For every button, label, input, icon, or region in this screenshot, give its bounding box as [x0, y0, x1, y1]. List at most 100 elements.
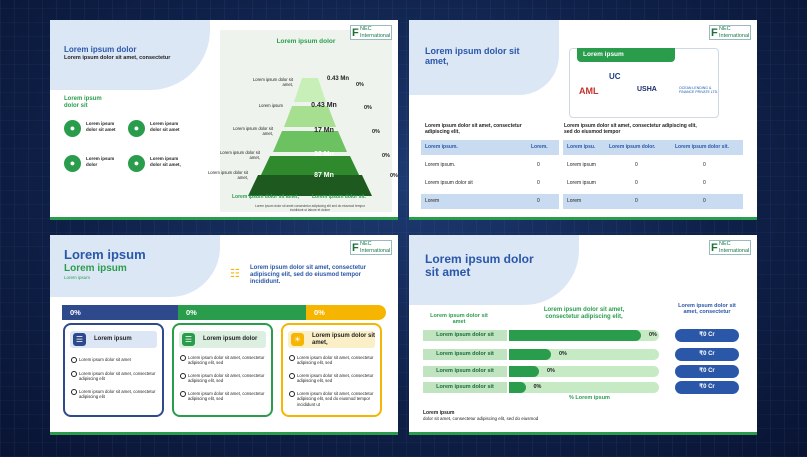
uc-logo: UC — [609, 72, 621, 81]
bullet-item: Lorem ipsum dolor sit amet, consectetur … — [71, 389, 161, 400]
column-header: Lorem ipsum dolor sit amet — [430, 313, 488, 325]
card-header: Lorem ipsum — [70, 331, 157, 348]
footer-bar — [409, 217, 757, 220]
pyramid-foot-left: Lorem ipsum dolor sit amet, — [232, 194, 299, 200]
card-header: Lorem ipsum dolor — [179, 331, 266, 348]
table-row: Lorem ipsum. 0 — [425, 162, 540, 168]
bar-label: Lorem ipsum dolor sit — [423, 330, 507, 341]
logos-title: Lorem ipsum — [577, 48, 675, 62]
footer-bar — [50, 432, 398, 435]
bar-fill — [509, 382, 526, 393]
bullet-item: Lorem ipsum dolor sit amet, consectetur … — [180, 391, 270, 402]
pyramid-label: Lorem ipsum dolor sit amet, — [252, 77, 293, 87]
ocean-logo: OCEAN LENDING & FINANCE PRIVATE LTD. — [679, 86, 719, 94]
info-card: Lorem ipsum dolor sit amet, ☀ Lorem ipsu… — [281, 323, 382, 417]
pyramid-percent: 0% — [390, 173, 398, 179]
segment-bar: 0% — [306, 305, 386, 320]
pyramid-percent: 0% — [356, 82, 364, 88]
pyramid-label: Lorem ipsum — [258, 103, 283, 108]
segment-bar: 0% — [62, 305, 178, 320]
slide-title: Lorem ipsum — [64, 247, 146, 262]
bar-label: Lorem ipsum dolor sit — [423, 349, 507, 360]
card-header: Lorem ipsum dolor sit amet, — [288, 331, 375, 348]
value-pill: ₹0 Cr — [675, 381, 739, 394]
slide-thumbnail-2[interactable]: Lorem ipsum dolor sit amet, Lorem ipsum … — [409, 20, 757, 220]
network-icon: ☷ — [230, 268, 240, 280]
pyramid-value: 32 Mn — [314, 151, 334, 158]
bar-label: Lorem ipsum dolor sit — [423, 382, 507, 393]
column-header: Lorem ipsum dolor sit amet, consectetur — [678, 303, 736, 315]
bar-track — [509, 330, 659, 341]
brand-logo: F NEC International — [350, 240, 392, 255]
team-icon: ● — [64, 120, 81, 137]
bar-row: Lorem ipsum dolor sit 0% ₹0 Cr — [423, 365, 739, 378]
pyramid-percent: 0% — [364, 105, 372, 111]
bullet-item: Lorem ipsum dolor sit amet — [71, 357, 161, 364]
slide-small-text: Lorem ipsum — [64, 275, 91, 280]
bar-row: Lorem ipsum dolor sit 0% ₹0 Cr — [423, 329, 739, 342]
pyramid-value: 87 Mn — [314, 172, 334, 179]
bar-percent: 0% — [649, 332, 657, 338]
segment-bar: 0% — [178, 305, 306, 320]
usha-logo: USHA — [637, 86, 657, 93]
brand-logo: F NEC International — [350, 25, 392, 40]
footnote-title: Lorem ipsum — [423, 410, 455, 416]
bar-fill — [509, 366, 539, 377]
slide-title: Lorem ipsum dolor sit amet — [425, 252, 534, 279]
section-title: Lorem ipsum dolor sit — [64, 96, 102, 109]
bullet-item: Lorem ipsum dolor sit amet, consectetur … — [289, 391, 379, 407]
header-shape — [409, 20, 559, 95]
table-row: Lorem ipsum dolor sit 0 — [425, 180, 540, 186]
bullet-item: Lorem ipsum dolor sit amet, consectetur … — [289, 355, 379, 366]
bar-label: Lorem ipsum dolor sit — [423, 366, 507, 377]
bullet-item: Lorem ipsum dolor sit amet, consectetur … — [71, 371, 161, 382]
slide-thumbnail-3[interactable]: Lorem ipsum Lorem ipsum Lorem ipsum ☷ Lo… — [50, 235, 398, 435]
bar-fill — [509, 330, 641, 341]
header-shape — [50, 235, 220, 297]
pyramid-label: Lorem ipsum dolor sit amet, — [232, 126, 273, 136]
axis-caption: % Lorem ipsum — [569, 395, 610, 401]
item-label: Lorem ipsum dolor sit amet — [86, 121, 116, 132]
slide-thumbnail-1[interactable]: Lorem ipsum dolor Lorem ipsum dolor sit … — [50, 20, 398, 220]
right-caption: Lorem ipsum dolor sit amet, consectetur … — [564, 123, 697, 135]
pyramid-percent: 0% — [372, 129, 380, 135]
pyramid-label: Lorem ipsum dolor sit amet, — [219, 150, 260, 160]
bar-percent: 0% — [547, 368, 555, 374]
lightbulb-icon: ☀ — [291, 333, 304, 346]
item-label: Lorem ipsum dolor sit amet — [150, 121, 180, 132]
pyramid-label: Lorem ipsum dolor sit amet, — [207, 170, 248, 180]
pyramid-note: Lorem ipsum dolor sit amet consectetur a… — [254, 204, 366, 212]
brand-logo: F NEC International — [709, 240, 751, 255]
pyramid-value: 0.43 Mn — [326, 76, 349, 82]
item-label: Lorem ipsum dolor — [86, 156, 115, 167]
pyramid-foot-right: Lorem ipsum dolor sit. — [312, 194, 366, 200]
pyramid-value: 17 Mn — [314, 127, 334, 134]
bar-row: Lorem ipsum dolor sit 0% ₹0 Cr — [423, 348, 739, 361]
brand-logo: F NEC International — [709, 25, 751, 40]
slide-title: Lorem ipsum dolor — [64, 45, 137, 54]
bar-percent: 0% — [559, 351, 567, 357]
bullet-item: Lorem ipsum dolor sit amet, consectetur … — [289, 373, 379, 384]
value-pill: ₹0 Cr — [675, 329, 739, 342]
left-caption: Lorem ipsum dolor sit amet, consectetur … — [425, 123, 522, 135]
table-row: Lorem ipsum 0 0 — [567, 162, 706, 168]
slide-thumbnail-4[interactable]: Lorem ipsum dolor sit amet Lorem ipsum d… — [409, 235, 757, 435]
footer-bar — [409, 432, 757, 435]
group-icon: ● — [64, 155, 81, 172]
slide-subtitle: Lorem ipsum — [64, 263, 127, 274]
table-header: Lorem ipsu. Lorem ipsum dolor. Lorem ipsum… — [563, 140, 743, 155]
bar-row: Lorem ipsum dolor sit 0% ₹0 Cr — [423, 381, 739, 394]
slide-subtitle: Lorem ipsum dolor sit amet, consectetur — [64, 55, 171, 61]
table-header: Lorem ipsum. Lorem. — [421, 140, 559, 155]
item-label: Lorem ipsum dolor sit amet, — [150, 156, 181, 167]
info-card: Lorem ipsum dolor ☰ Lorem ipsum dolor si… — [172, 323, 273, 417]
checklist-icon: ☰ — [182, 333, 195, 346]
info-card: Lorem ipsum ☰ Lorem ipsum dolor sit amet… — [63, 323, 164, 417]
column-header: Lorem ipsum dolor sit amet, consectetur … — [543, 307, 625, 320]
value-pill: ₹0 Cr — [675, 365, 739, 378]
bar-fill — [509, 349, 551, 360]
header-shape — [50, 20, 210, 90]
slide-title: Lorem ipsum dolor sit amet, — [425, 46, 520, 66]
bar-track — [509, 382, 659, 393]
value-pill: ₹0 Cr — [675, 348, 739, 361]
